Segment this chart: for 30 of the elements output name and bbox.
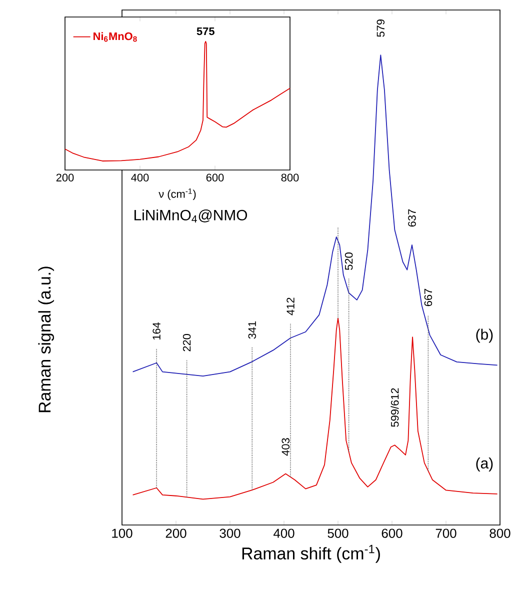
x-tick-label: 300 — [220, 528, 240, 538]
series-label: (a) — [476, 458, 493, 472]
ref-line-label: 520 — [344, 252, 353, 270]
ref-line-label: 667 — [424, 288, 432, 306]
x-tick-label: 600 — [382, 528, 402, 538]
x-tick-label: 500 — [328, 528, 348, 538]
x-tick-label: 200 — [56, 174, 74, 182]
ref-line-label: 341 — [248, 321, 256, 339]
annotation: LiNiMnO$_{4}$@NMO — [134, 209, 248, 223]
annotation: 403 — [282, 438, 290, 456]
x-axis-title: Raman shift (cm$^{-1}$) — [242, 544, 380, 563]
x-tick-label: 800 — [281, 174, 299, 182]
x-tick-label: 600 — [206, 174, 224, 182]
ref-line-label: 412 — [286, 298, 294, 316]
x-tick-label: 400 — [131, 174, 149, 182]
annotation: 579 — [376, 20, 385, 37]
x-tick-label: 200 — [166, 528, 186, 538]
legend-label: Ni$_{6}$MnO$_{8}$ — [94, 32, 137, 42]
y-axis-title: Raman signal (a.u.) — [38, 266, 54, 412]
x-axis-title: ν (cm$^{-1}$) — [158, 188, 196, 200]
ref-line-label: 220 — [182, 334, 191, 352]
x-tick-label: 700 — [436, 528, 456, 538]
series-label: (b) — [476, 328, 493, 343]
x-tick-label: 800 — [490, 528, 510, 538]
annotation: 599/612 — [390, 388, 399, 427]
annotation: 637 — [408, 209, 416, 227]
x-tick-label: 100 — [112, 528, 132, 538]
annotation: 575 — [196, 27, 214, 36]
ref-line-label: 164 — [152, 322, 160, 340]
x-tick-label: 400 — [273, 528, 294, 538]
